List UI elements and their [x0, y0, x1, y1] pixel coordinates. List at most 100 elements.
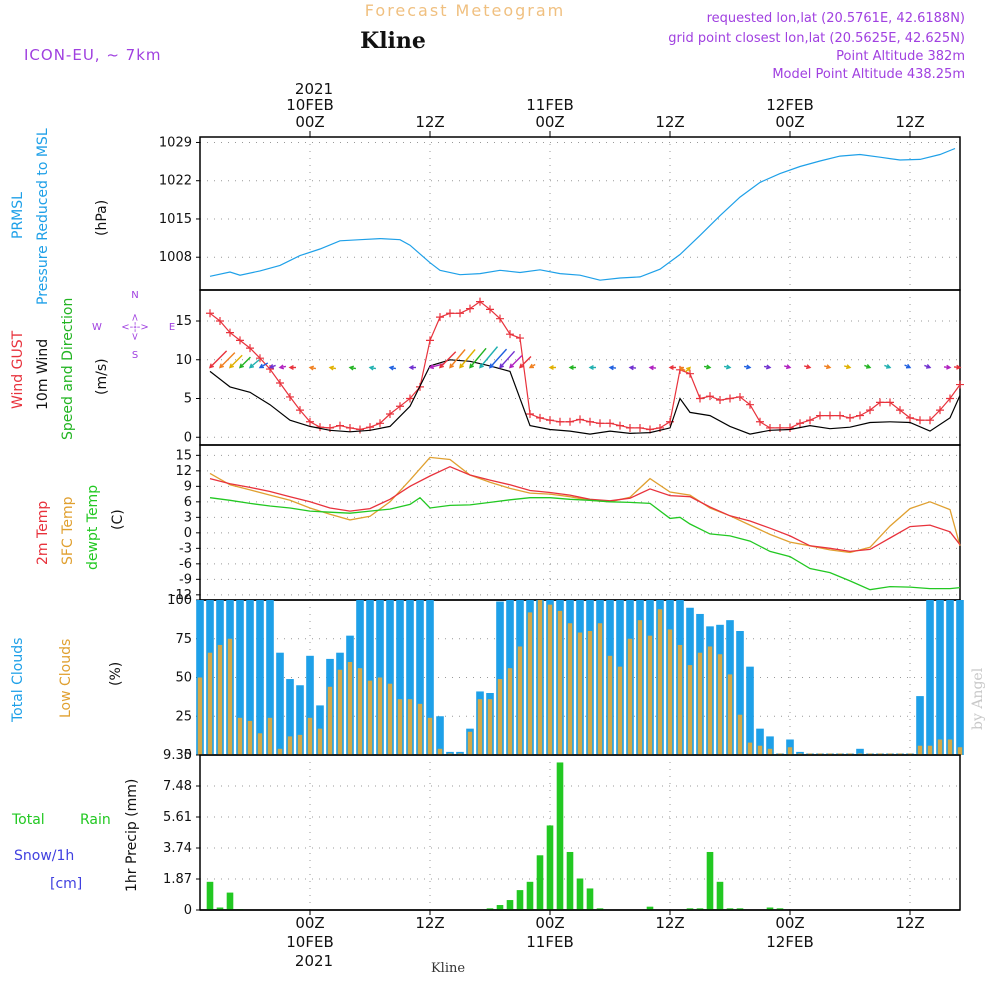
low-cloud-bar	[487, 699, 493, 755]
wind-direction-arrowhead	[459, 363, 464, 369]
gust-marker	[836, 411, 844, 420]
station-name: Kline	[360, 28, 426, 54]
low-cloud-bar	[597, 623, 603, 755]
gust-marker	[776, 423, 784, 432]
wind-direction-arrowhead	[946, 364, 952, 370]
total-cloud-bar	[396, 600, 404, 755]
gust-marker	[426, 336, 434, 345]
top-hour-label: 12Z	[895, 113, 924, 131]
low-cloud-bar	[407, 699, 413, 755]
wind-direction-arrowhead	[288, 364, 294, 371]
wind-direction-arrowhead	[438, 363, 445, 369]
low-cloud-bar	[927, 745, 933, 755]
wind-direction-arrowhead	[428, 364, 435, 370]
wind-direction-arrowhead	[528, 363, 535, 369]
pressure-unit: (hPa)	[94, 200, 110, 236]
wind-direction-arrowhead	[408, 364, 414, 371]
total-cloud-bar	[416, 600, 424, 755]
clouds-panel: 0 25 50 75 100	[167, 593, 964, 763]
total-cloud-bar	[956, 600, 964, 755]
low-cloud-bar	[527, 612, 533, 755]
low-cloud-bar	[667, 629, 673, 755]
low-cloud-bar	[947, 739, 953, 755]
wind-direction-arrowhead	[508, 363, 515, 369]
gust-marker	[826, 411, 834, 420]
gust-marker	[936, 406, 944, 415]
gust-marker	[516, 334, 524, 343]
low-cloud-bar	[557, 610, 563, 755]
gust-marker	[306, 417, 314, 426]
low-cloud-bar	[257, 733, 263, 755]
y-tick-label: 9	[184, 479, 192, 494]
panel-frame	[199, 136, 961, 291]
rain-bar	[526, 881, 534, 910]
gust-marker	[556, 417, 564, 426]
gust-marker	[246, 344, 254, 353]
y-tick-label: 0	[184, 748, 192, 763]
gust-marker	[716, 396, 724, 405]
wind-direction-arrow	[239, 356, 251, 368]
low-cloud-bar	[207, 652, 213, 755]
point-altitude: Point Altitude 382m	[836, 49, 965, 64]
gust-marker	[756, 417, 764, 426]
gust-marker	[746, 400, 754, 409]
gust-marker	[916, 416, 924, 425]
gust-marker	[596, 419, 604, 428]
top-date-label: 12FEB	[766, 96, 813, 114]
low-cloud-bar	[757, 745, 763, 755]
gust-marker	[886, 398, 894, 407]
gust-marker	[286, 392, 294, 401]
y-tick-label: 25	[175, 709, 192, 724]
wind-direction-arrowhead	[905, 363, 912, 369]
wind-direction-arrowhead	[308, 365, 315, 371]
total-cloud-bar	[746, 666, 754, 755]
rain-bar	[716, 881, 724, 910]
low-cloud-bar	[227, 638, 233, 755]
chart-title: Forecast Meteogram	[365, 1, 565, 20]
low-cloud-bar	[747, 742, 753, 755]
prmsl-label: PRMSL	[10, 192, 26, 239]
gust-marker	[636, 423, 644, 432]
rain-bar	[496, 905, 504, 910]
low-cloud-bar	[627, 638, 633, 755]
dewpt-line	[209, 496, 961, 591]
wind-direction-arrowhead	[628, 365, 634, 371]
wind-direction-arrowhead	[248, 363, 255, 369]
wind-direction-arrow	[509, 355, 523, 368]
rain-bar	[556, 762, 564, 910]
gust-marker	[376, 419, 384, 428]
low-cloud-bar	[707, 646, 713, 755]
gust-marker	[296, 406, 304, 415]
pressure-line	[209, 147, 956, 281]
low-cloud-bar	[877, 753, 883, 755]
wind-direction-arrowhead	[218, 363, 225, 369]
bottom-date-label: 11FEB	[526, 933, 573, 951]
rain-bar	[726, 908, 734, 910]
low-cloud-bar	[447, 753, 453, 755]
total-cloud-bar	[386, 600, 394, 755]
rain-bar	[576, 878, 584, 910]
low-cloud-bar	[457, 753, 463, 755]
bottom-time-axis: 00Z 12Z 00Z 12Z 00Z 12Z 10FEB 11FEB 12FEB	[286, 910, 925, 951]
precip-total-label: Total	[11, 812, 45, 828]
wind-direction-arrowhead	[705, 364, 712, 370]
wind-direction-arrowhead	[765, 364, 772, 370]
wind-direction-arrowhead	[278, 364, 285, 370]
total-cloud-bar	[426, 600, 434, 755]
rain-bar	[226, 892, 234, 910]
total-cloud-bar	[236, 600, 244, 755]
top-hour-label: 00Z	[535, 113, 564, 131]
gust-marker	[226, 328, 234, 337]
top-hour-label: 00Z	[775, 113, 804, 131]
low-cloud-bar	[917, 745, 923, 755]
gust-marker	[706, 392, 714, 401]
precip-unit: 1hr Precip (mm)	[124, 779, 140, 892]
total-cloud-bar	[856, 748, 864, 755]
y-tick-label: 15	[175, 314, 192, 329]
wind-direction-arrow	[209, 350, 228, 368]
precip-snow-label: Snow/1h	[14, 848, 74, 864]
wind-direction-arrowhead	[228, 363, 235, 369]
precip-cm-label: [cm]	[50, 876, 82, 892]
rain-bar	[216, 907, 224, 910]
